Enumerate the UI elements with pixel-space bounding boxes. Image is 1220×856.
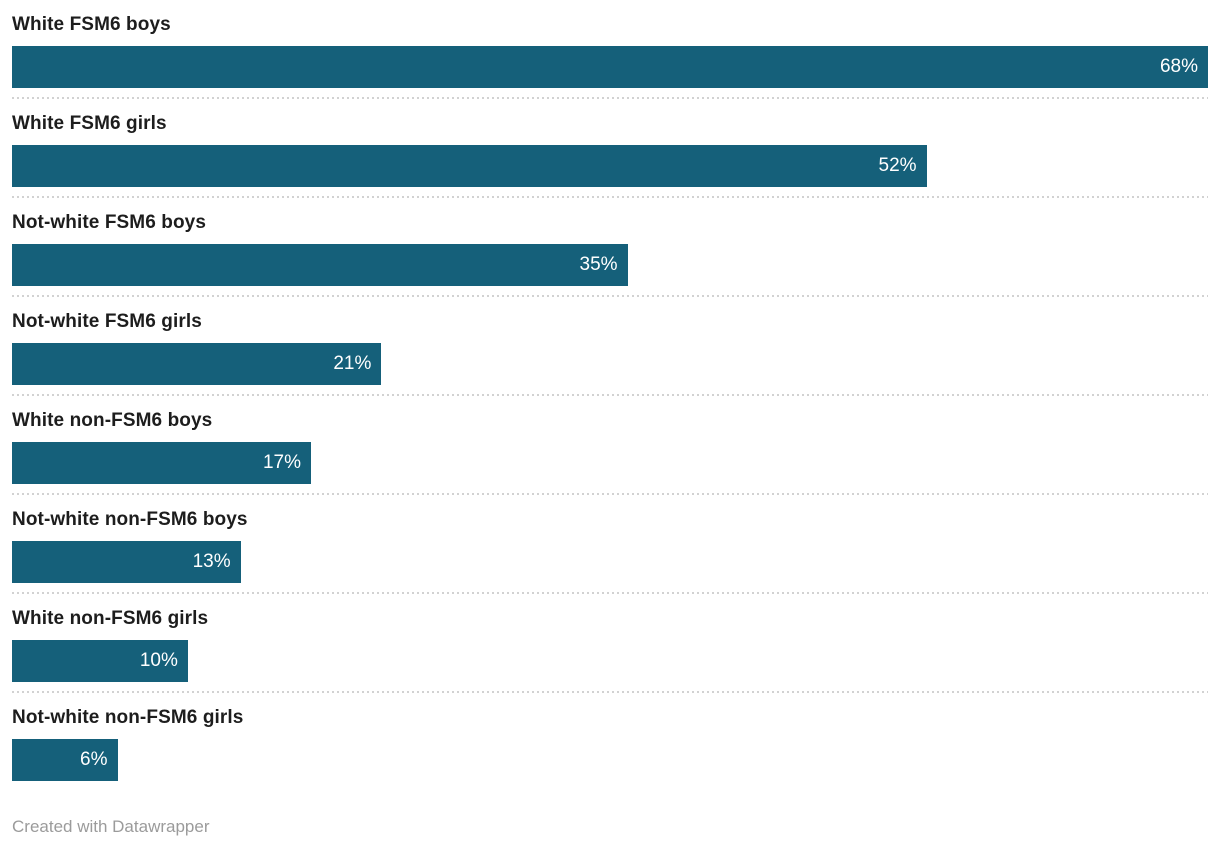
category-label: Not-white non-FSM6 boys <box>12 509 248 530</box>
chart-footer: Created with Datawrapper <box>0 790 1220 838</box>
bar-value-label: 68% <box>1159 56 1198 77</box>
bar-value-label: 35% <box>579 254 618 275</box>
row-separator <box>12 691 1208 693</box>
bar-value-label: 13% <box>192 551 231 572</box>
bar: 6% <box>12 739 118 781</box>
bar-value-label: 6% <box>80 749 108 770</box>
category-label: Not-white FSM6 girls <box>12 311 202 332</box>
category-label: Not-white non-FSM6 girls <box>12 707 244 728</box>
bar: 52% <box>12 145 927 187</box>
bar: 17% <box>12 442 311 484</box>
category-label: Not-white FSM6 boys <box>12 212 207 233</box>
row-separator <box>12 97 1208 99</box>
bar-track: 21% <box>12 343 1208 385</box>
bar-row: White non-FSM6 girls 10% <box>12 594 1208 691</box>
category-label: White non-FSM6 boys <box>12 410 213 431</box>
bar-track: 35% <box>12 244 1208 286</box>
bar-row: White FSM6 boys 68% <box>12 0 1208 97</box>
bar: 13% <box>12 541 241 583</box>
row-separator <box>12 592 1208 594</box>
bar-track: 10% <box>12 640 1208 682</box>
bar-track: 13% <box>12 541 1208 583</box>
bar: 10% <box>12 640 188 682</box>
bar-track: 6% <box>12 739 1208 781</box>
bar-track: 52% <box>12 145 1208 187</box>
bar-track: 17% <box>12 442 1208 484</box>
bar-value-label: 10% <box>139 650 178 671</box>
datawrapper-attribution-link[interactable]: Created with Datawrapper <box>12 817 210 836</box>
bar-value-label: 21% <box>333 353 372 374</box>
bar-value-label: 52% <box>878 155 917 176</box>
row-separator <box>12 493 1208 495</box>
category-label: White non-FSM6 girls <box>12 608 209 629</box>
bar: 68% <box>12 46 1208 88</box>
category-label: White FSM6 boys <box>12 14 171 35</box>
bar-row: White non-FSM6 boys 17% <box>12 396 1208 493</box>
bar-chart: White FSM6 boys 68% White FSM6 girls 52%… <box>12 0 1208 790</box>
bar-row: Not-white FSM6 boys 35% <box>12 198 1208 295</box>
row-separator <box>12 196 1208 198</box>
bar-row: Not-white FSM6 girls 21% <box>12 297 1208 394</box>
row-separator <box>12 295 1208 297</box>
bar: 35% <box>12 244 628 286</box>
bar-row: Not-white non-FSM6 boys 13% <box>12 495 1208 592</box>
bar-row: White FSM6 girls 52% <box>12 99 1208 196</box>
row-separator <box>12 394 1208 396</box>
bar-row: Not-white non-FSM6 girls 6% <box>12 693 1208 790</box>
bar-track: 68% <box>12 46 1208 88</box>
category-label: White FSM6 girls <box>12 113 167 134</box>
bar: 21% <box>12 343 382 385</box>
bar-value-label: 17% <box>262 452 301 473</box>
